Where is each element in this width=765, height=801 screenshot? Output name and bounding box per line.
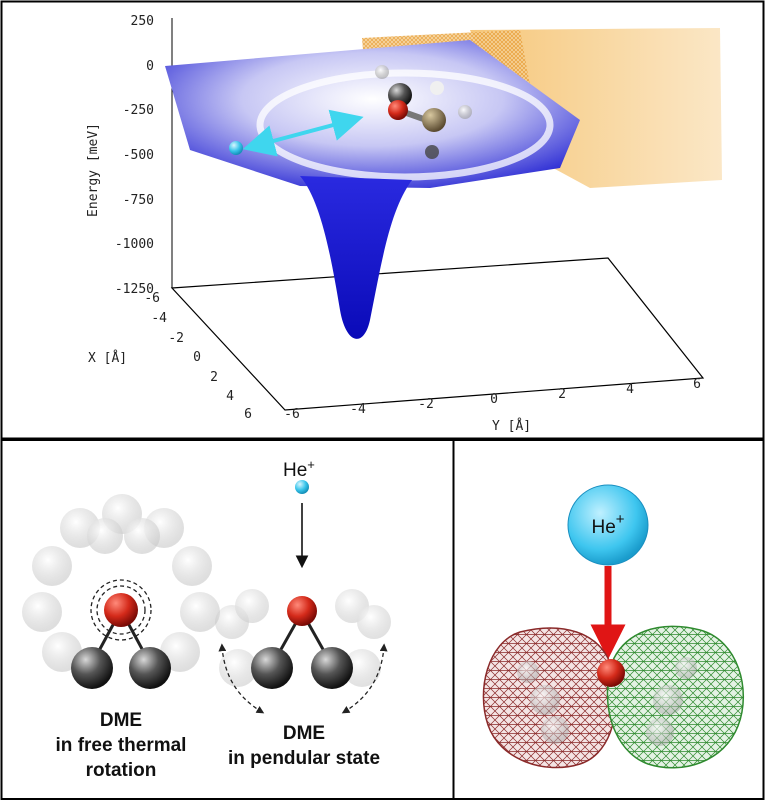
z-axis-label: Energy [meV] [86,123,101,217]
oxygen-atom [287,596,317,626]
methyl-group-left [71,647,113,689]
x-tick: 6 [244,407,252,422]
oxygen-atom [104,593,138,627]
swing-arrow-left [218,643,265,714]
rotation-ghost-atoms [22,494,220,672]
free-rotation-label-line2: in free thermal [56,735,187,756]
rotation-circle [96,585,146,635]
he-ion [295,480,309,494]
x-tick: 2 [210,370,218,385]
oxygen-atom-3d [388,100,408,120]
x-tick: -2 [168,331,184,346]
z-tick: -500 [123,148,154,163]
cyan-double-arrow [242,109,364,157]
oxygen-atom-large [597,659,625,687]
x-tick: 4 [226,389,234,404]
y-tick: -6 [284,407,300,422]
y-tick: -2 [418,397,434,412]
electron-density-illustration: He+ [482,484,745,769]
rotation-circle [90,579,152,641]
he-ion-large-charge: + [616,511,625,528]
plot-floor-box [170,257,705,411]
potential-well [300,176,412,339]
he-ion-large-text: He [591,517,615,538]
x-tick: -4 [151,311,167,326]
he-ion-charge: + [307,457,315,472]
y-tick: 4 [626,382,634,397]
z-tick: -750 [123,193,154,208]
free-rotation-illustration: DME in free thermal rotation [22,494,220,781]
methyl-group-right [129,647,171,689]
bottom-right-panel-frame [452,439,765,800]
x-tick: 0 [193,350,201,365]
z-tick: -250 [123,103,154,118]
he-ion-label: He+ [283,457,315,481]
top-panel-frame [0,0,765,440]
z-tick: 0 [146,59,154,74]
z-tick: 250 [131,14,154,29]
x-axis-label: X [Å] [88,350,127,366]
swing-arrow-right [341,643,388,714]
free-rotation-label-line3: rotation [86,760,157,781]
methyl-group-left [251,647,293,689]
y-tick: 2 [558,387,566,402]
free-rotation-label-line1: DME [100,710,142,731]
z-tick: -1000 [115,237,154,252]
y-tick: 6 [693,377,701,392]
dme-molecule-3d [375,65,472,159]
he-ion-text: He [283,460,307,481]
y-tick: -4 [350,402,366,417]
methyl-group-right [311,647,353,689]
z-tick: -1250 [115,282,154,297]
inner-atoms [517,657,697,746]
he-ion-3d [229,141,243,155]
pendular-label-line1: DME [283,723,325,744]
x-tick: -6 [144,291,160,306]
pendular-label-line2: in pendular state [228,748,380,769]
y-tick: 0 [490,392,498,407]
he-ion-large [567,484,649,566]
pendular-state-illustration: He+ DME in pendular state [215,457,391,769]
y-axis-label: Y [Å] [492,418,531,434]
potential-energy-surface-plot: Energy [meV] X [Å] Y [Å] 250 0 -250 -500… [86,14,722,434]
he-ion-large-label: He+ [591,511,624,538]
